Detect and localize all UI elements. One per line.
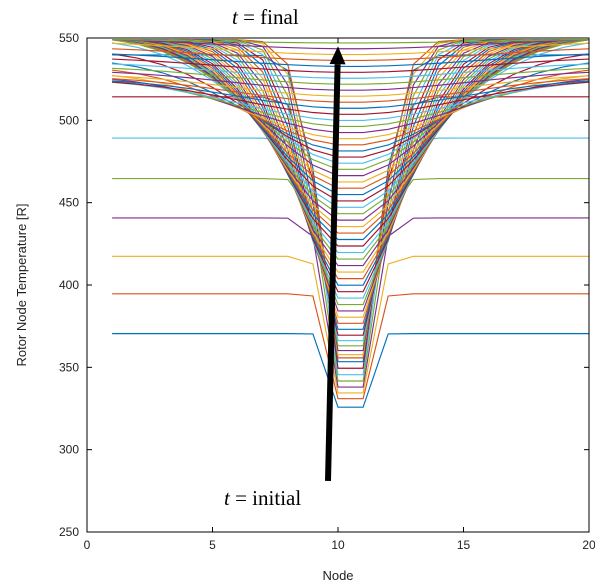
series-layer — [111, 39, 590, 408]
series-line-61 — [112, 39, 590, 44]
series-line-58 — [112, 48, 590, 62]
series-line-44 — [112, 69, 590, 146]
series-line-50 — [112, 80, 590, 109]
x-axis-label: Node — [322, 568, 353, 583]
time-arrow-head — [329, 46, 346, 65]
series-line-27 — [112, 39, 590, 254]
series-line-60 — [112, 39, 590, 50]
series-line-56 — [112, 58, 590, 73]
series-line-28 — [112, 39, 590, 247]
series-line-55 — [112, 63, 590, 79]
series-line-42 — [112, 53, 590, 158]
series-line-31 — [112, 39, 590, 228]
series-line-33 — [112, 39, 590, 215]
series-line-1 — [112, 333, 589, 408]
series-line-34 — [112, 39, 590, 208]
series-line-53 — [112, 71, 590, 91]
x-tick-label-0: 0 — [84, 538, 91, 552]
annotation-t-initial-background — [221, 484, 327, 512]
series-line-2 — [112, 293, 589, 400]
annotation-t-final: t = final — [232, 5, 299, 29]
series-line-7 — [112, 96, 589, 369]
series-line-35 — [112, 39, 590, 202]
series-line-43 — [112, 62, 590, 152]
y-tick-label-500: 500 — [59, 113, 79, 127]
y-tick-label-350: 350 — [59, 360, 79, 374]
x-tick-label-5: 5 — [209, 538, 216, 552]
y-tick-label-550: 550 — [59, 31, 79, 45]
tick-layer: 0 5 10 15 20 250 300 350 400 450 500 550 — [59, 31, 595, 552]
series-line-23 — [112, 39, 590, 280]
y-axis-label: Rotor Node Temperature [R] — [14, 203, 29, 366]
series-line-40 — [112, 39, 590, 170]
annotation-t-initial: t = initial — [224, 486, 301, 510]
time-arrow-shaft — [325, 64, 341, 482]
series-line-48 — [112, 81, 590, 121]
series-line-52 — [112, 75, 590, 97]
x-tick-label-15: 15 — [457, 538, 471, 552]
series-line-49 — [112, 81, 590, 115]
series-line-5 — [112, 177, 589, 382]
series-line-47 — [112, 80, 590, 128]
series-line-6 — [112, 137, 589, 376]
series-line-26 — [112, 39, 590, 260]
y-tick-label-300: 300 — [59, 443, 79, 457]
x-tick-label-10: 10 — [331, 538, 345, 552]
x-tick-label-20: 20 — [582, 538, 595, 552]
series-line-41 — [111, 42, 590, 164]
series-line-59 — [112, 42, 590, 56]
series-line-3 — [112, 255, 589, 394]
series-line-29 — [112, 39, 590, 241]
series-line-30 — [112, 39, 590, 234]
series-line-4 — [112, 217, 589, 388]
series-line-20 — [112, 39, 590, 299]
y-tick-label-250: 250 — [59, 525, 79, 539]
series-line-24 — [112, 39, 590, 273]
y-tick-label-450: 450 — [59, 196, 79, 210]
series-line-51 — [112, 78, 590, 103]
series-line-57 — [112, 53, 590, 67]
arrow-layer — [325, 46, 346, 482]
series-line-54 — [112, 67, 590, 85]
y-tick-label-400: 400 — [59, 278, 79, 292]
